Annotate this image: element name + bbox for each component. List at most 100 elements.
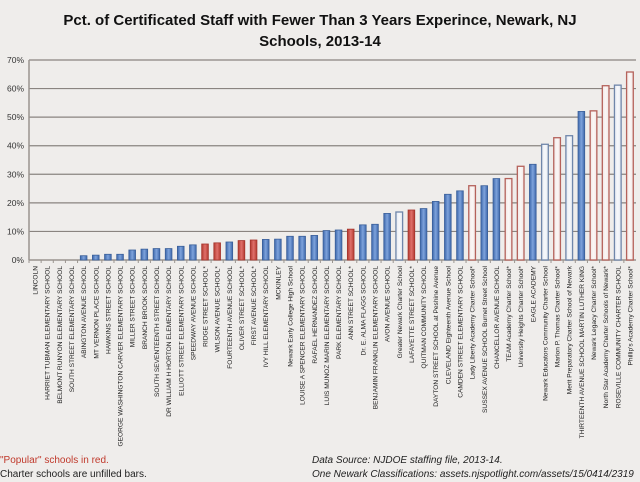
classification-note: One Newark Classifications: assets.njspo… [312,469,634,480]
x-tick-label: LAFAYETTE STREET SCHOOL* [409,266,416,363]
y-tick-label: 60% [7,84,24,94]
bars [79,71,634,261]
bar [383,213,391,261]
x-tick-label: SUSSEX AVENUE SCHOOL Burnet Street Schoo… [482,265,489,412]
x-tick-label: Newark Legacy Charter School* [591,266,598,360]
x-tick-label: MCKINLEY [275,265,282,299]
x-axis-labels: LINCOLN HARRIET TUBMAN ELEMENTARY SCHOOL B… [33,265,635,446]
bar [104,253,112,261]
bar [395,211,404,261]
x-tick-label: RAFAEL HERNANDEZ SCHOOL [312,266,319,364]
bar [92,254,100,261]
bar [237,240,246,261]
bar [249,239,258,261]
bar [286,235,294,261]
bar [225,241,234,261]
x-tick-label: RIDGE STREET SCHOOL* [203,266,210,347]
bar [407,209,416,261]
bar [480,185,488,261]
bar [601,85,610,261]
x-tick-label: MT VERNON PLACE SCHOOL [93,266,100,359]
bar [213,242,221,261]
source-notes: Data Source: NJDOE staffing file, 2013-1… [312,454,634,482]
x-tick-label: University Heights Charter School* [518,266,525,368]
bar [189,244,197,261]
charter-note: Charter schools are unfilled bars. [0,469,147,480]
x-tick-label: Dr. E. ALMA FLAGG SCHOOL [360,266,367,356]
y-tick-label: 40% [7,141,24,151]
x-tick-label: BENJAMIN FRANKLIN ELEMENTARY SCHOOL [372,266,379,410]
x-tick-label: TEAM Academy Charter School* [506,266,513,362]
x-tick-label: Greater Newark Charter School [397,265,404,358]
x-tick-label: HARRIET TUBMAN ELEMENTARY SCHOOL [45,266,52,400]
x-tick-label: CLEVELAND Eighteenth Avenue School [445,265,452,384]
x-tick-label: HAWKINS STREET SCHOOL [105,266,112,354]
x-tick-label: Lady Liberty Academy Charter School* [470,266,477,380]
bar [504,177,513,261]
x-tick-label: Marion P. Thomas Charter School* [555,266,562,368]
bar [128,249,136,261]
bar [577,111,586,261]
x-tick-label: SPEEDWAY AVENUE SCHOOL [190,266,197,361]
x-tick-label: LINCOLN [33,266,40,295]
x-tick-label: Merit Preparatory Charter School of Newa… [567,265,574,394]
x-tick-label: BELMONT RUNYON ELEMENTARY SCHOOL [57,266,64,404]
x-tick-label: QUITMAN COMMUNITY SCHOOL [421,266,428,369]
data-source-note: Data Source: NJDOE staffing file, 2013-1… [312,455,503,466]
bar [116,253,124,261]
bar [444,193,452,261]
x-tick-label: ROSEVILLE COMMUNITY CHARTER SCHOOL [615,266,622,409]
y-tick-label: 50% [7,112,24,122]
x-tick-label: BRANCH BROOK SCHOOL [142,266,149,350]
bar [565,135,574,261]
bar [201,243,209,261]
bar [529,163,537,261]
x-tick-label: CHANCELLOR AVENUE SCHOOL [494,266,501,369]
chart-title-line-2: Schools, 2013-14 [259,33,381,50]
x-tick-label: DAYTON STREET SCHOOL at Peshine Avenue [433,266,440,407]
x-tick-label: OLIVER STREET SCHOOL* [239,266,246,351]
x-tick-label: SOUTH SEVENTEENTH STREET SCHOOL [154,266,161,397]
bar [589,110,598,261]
bar [334,229,343,261]
chart-title: Pct. of Certificated Staff with Fewer Th… [0,10,640,52]
bar [492,178,501,261]
x-tick-label: ELLIOTT STREET ELEMENTARY SCHOOL [178,266,185,396]
bar [274,238,282,261]
x-tick-label: MILLER STREET SCHOOL [130,266,137,348]
x-tick-label: Newark Early College High School [288,265,295,366]
x-tick-label: AVON AVENUE SCHOOL [385,266,392,342]
x-tick-label: CAMDEN STREET ELEMENTARY SCHOOL [457,266,464,398]
bar [540,143,549,261]
x-tick-label: ANN STREET SCHOOL* [348,266,355,340]
y-tick-label: 20% [7,198,24,208]
bar [310,235,319,261]
chart-title-line-1: Pct. of Certificated Staff with Fewer Th… [63,12,577,29]
popular-note: "Popular" schools in red. [0,455,109,466]
bar [322,230,331,261]
bar [177,245,185,261]
x-tick-label: SOUTH STREET ELEMENTARY SCHOOL [69,266,76,393]
bar [613,84,622,261]
x-tick-label: North Star Academy Charter Schools of Ne… [603,266,610,409]
bar [431,201,440,261]
y-tick-label: 0% [12,255,25,265]
bar [140,248,149,261]
x-axis-ticks [28,260,625,263]
x-tick-label: WILSON AVENUE SCHOOL* [215,266,222,353]
y-axis-ticks: 0% 10% 20% 30% 40% 50% 60% 70% [7,55,24,265]
bar [553,137,562,261]
x-tick-label: LOUISE A SPENCER ELEMENTARY SCHOOL [300,266,307,405]
x-tick-label: FIRST AVENUE SCHOOL* [251,266,258,346]
y-tick-label: 10% [7,226,24,236]
bar [359,224,367,261]
x-tick-label: LUIS MUNOZ MARIN ELEMENTARY SCHOOL [324,266,331,406]
y-tick-label: 30% [7,169,24,179]
x-tick-label: GEORGE WASHINGTON CARVER ELEMENTARY SCHO… [118,266,125,447]
legend-notes: "Popular" schools in red. Charter school… [0,454,147,482]
bar [516,165,525,261]
x-tick-label: DR WILLIAM H HORTON ELEMENTARY SCHOOL [166,266,173,417]
bar [419,208,428,261]
bar [468,185,477,261]
